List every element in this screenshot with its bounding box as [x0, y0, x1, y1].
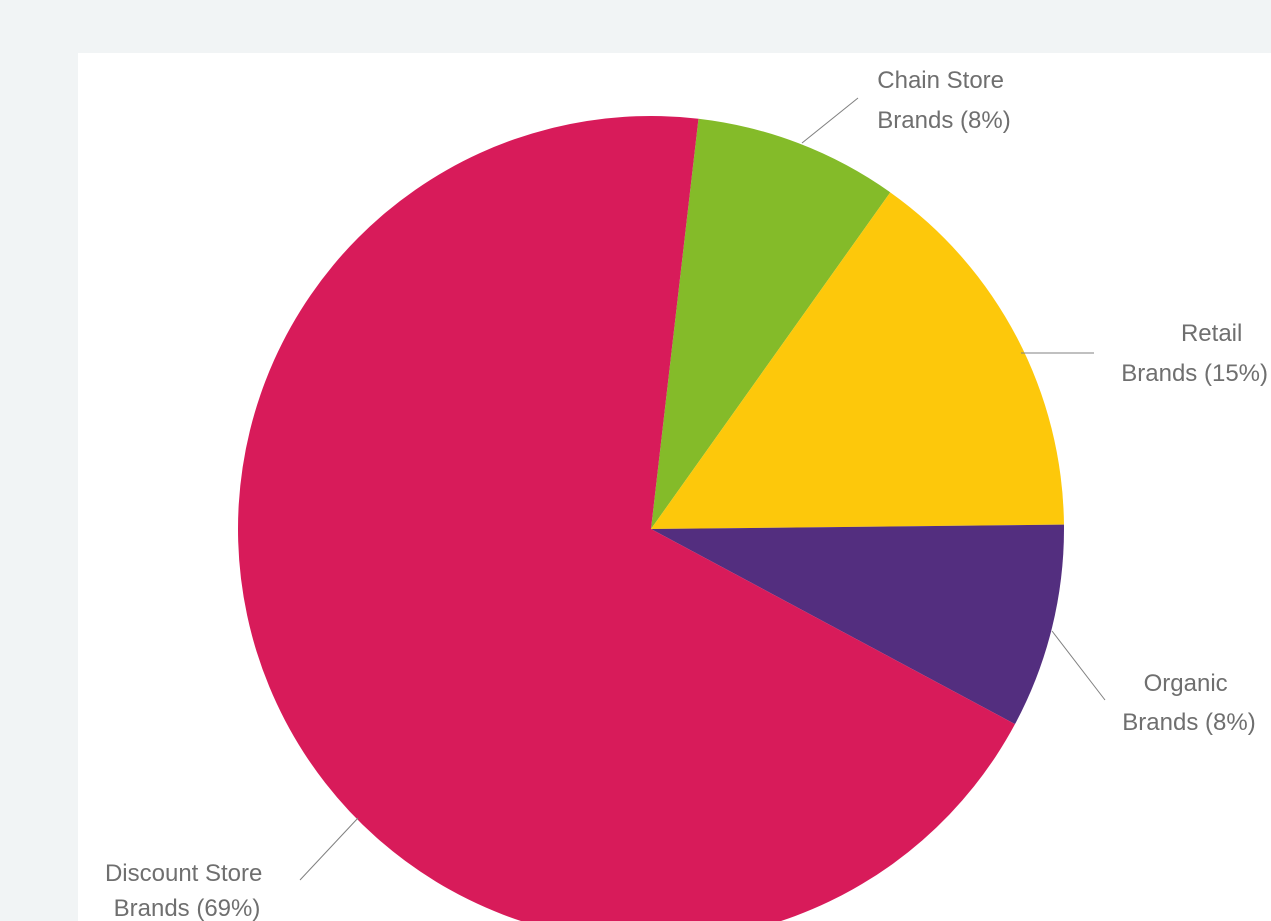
pie-slice-chain-store [651, 118, 891, 529]
leader-lines [299, 97, 1106, 881]
slice-label-organic-line2: Brands (8%) [1122, 709, 1255, 736]
leader-line-chain-store [801, 97, 859, 144]
slice-label-discount-store-line2: Brands (69%) [114, 895, 261, 921]
leader-line-organic [1051, 630, 1106, 701]
slice-label-retail-line2: Brands (15%) [1121, 360, 1268, 387]
pie-slice-organic [651, 524, 1064, 725]
pie-slices [238, 116, 1064, 921]
slice-label-chain-store-line2: Brands (8%) [877, 107, 1010, 134]
slice-label-retail-line1: Retail [1181, 320, 1242, 347]
slice-label-chain-store-line1: Chain Store [877, 67, 1004, 94]
slice-label-organic-line1: Organic [1144, 670, 1228, 697]
leader-line-discount-store [299, 817, 359, 881]
slice-labels: Chain Store Brands (8%) Retail Brands (1… [105, 67, 1268, 921]
pie-slice-discount-store [238, 116, 1015, 921]
slice-label-retail: Retail Brands (15%) [1121, 320, 1268, 387]
slice-label-organic: Organic Brands (8%) [1122, 670, 1255, 736]
pie-slice-retail [651, 192, 1064, 529]
slice-label-chain-store: Chain Store Brands (8%) [877, 67, 1010, 134]
slice-label-discount-store-line1: Discount Store [105, 860, 262, 887]
slice-label-discount-store: Discount Store Brands (69%) [105, 860, 269, 921]
